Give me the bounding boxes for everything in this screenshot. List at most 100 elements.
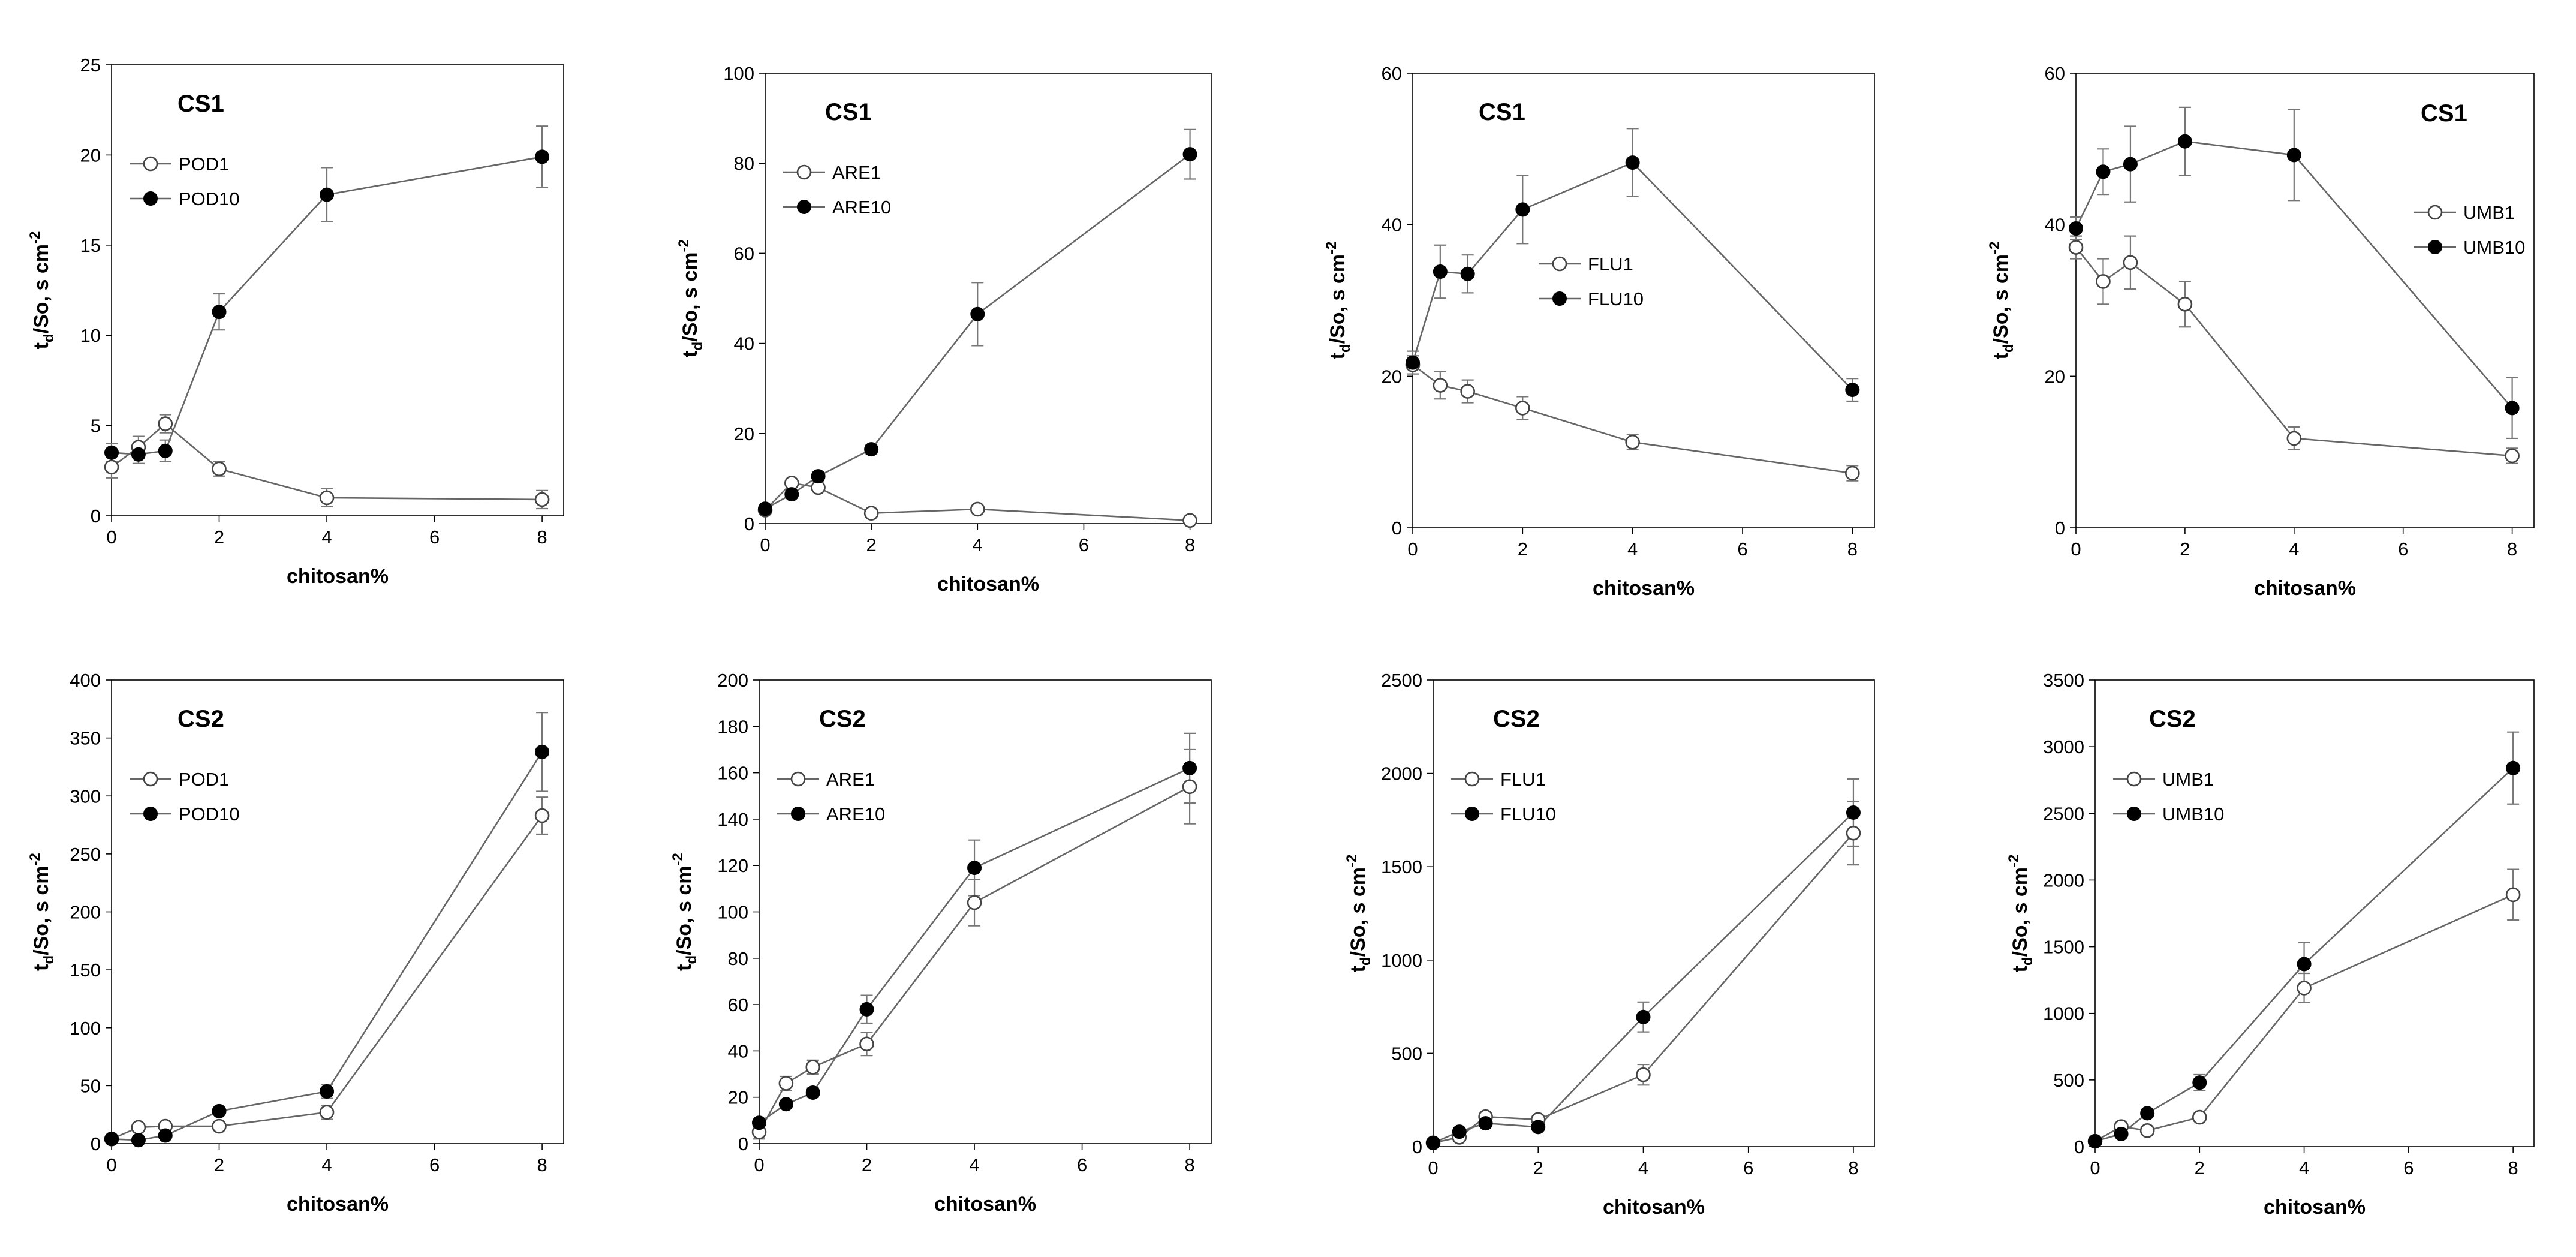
- data-point-FLU10: [1845, 383, 1860, 398]
- plot-frame: [2094, 679, 2535, 1147]
- y-tick-label: 350: [70, 728, 101, 749]
- legend-marker: [796, 164, 812, 180]
- y-axis-title: td/So, s cm-2: [27, 231, 57, 350]
- y-axis-title-rest: /So, s cm: [30, 244, 53, 333]
- x-tick-label: 2: [1518, 539, 1528, 560]
- data-point-ARE1: [970, 501, 985, 517]
- data-point-UMB1: [2286, 431, 2302, 446]
- data-point-UMB1: [2123, 255, 2138, 270]
- y-tick-label: 40: [2045, 215, 2065, 236]
- data-point-POD1: [131, 1120, 146, 1135]
- y-tick-label: 100: [70, 1018, 101, 1039]
- y-axis-title-rest: /So, s cm: [1326, 254, 1349, 344]
- legend-label-UMB1: UMB1: [2463, 202, 2515, 223]
- panel-title: CS1: [825, 99, 872, 125]
- x-tick-label: 4: [973, 534, 983, 555]
- x-tick-label: 8: [1185, 534, 1195, 555]
- plot-frame: [759, 679, 1212, 1144]
- series-line-ARE1: [758, 786, 1190, 1133]
- y-axis-title-rest: /So, s cm: [2009, 867, 2032, 957]
- y-tick-label: 500: [2053, 1070, 2084, 1091]
- legend-label-FLU1: FLU1: [1588, 254, 1633, 275]
- y-tick-label: 80: [734, 153, 754, 174]
- x-tick-label: 8: [1184, 1154, 1194, 1175]
- data-point-POD10: [320, 1084, 335, 1099]
- series-line-FLU10: [1433, 812, 1854, 1144]
- chart-panel-1: 0 2 4 6 8 0 5 10 15 20 25 chitosan% td/So, s cm-2 CS1…: [27, 55, 564, 588]
- chart-panel-6: 0 2 4 6 8020406080100120140160180200chitosan…: [670, 670, 1212, 1216]
- x-tick-label: 6: [1743, 1157, 1753, 1178]
- data-point-POD10: [104, 1132, 119, 1147]
- y-axis-title-sup: -2: [1344, 855, 1360, 867]
- x-tick-label: 4: [2299, 1157, 2309, 1178]
- data-point-POD10: [212, 305, 227, 320]
- y-tick-label: 40: [734, 333, 754, 354]
- data-point-UMB1: [2192, 1109, 2207, 1125]
- data-point-POD10: [212, 1103, 227, 1118]
- legend-label-FLU10: FLU10: [1588, 288, 1644, 309]
- data-point-POD10: [320, 187, 335, 202]
- data-point-POD1: [534, 808, 550, 823]
- data-point-UMB1: [2139, 1123, 2155, 1138]
- x-tick-label: 2: [866, 534, 877, 555]
- x-tick-label: 2: [2195, 1157, 2205, 1178]
- data-point-FLU1: [1433, 378, 1448, 393]
- chart-panel-4: 0 2 4 6 8 0 20 40 60 chitosan% td/So, s cm-2 CS1 UMB…: [1987, 63, 2535, 600]
- x-tick-label: 0: [106, 527, 116, 548]
- data-point-FLU10: [1515, 202, 1530, 217]
- data-point-FLU10: [1625, 155, 1640, 170]
- data-point-UMB10: [2177, 134, 2192, 149]
- data-point-POD1: [212, 461, 227, 477]
- y-tick-label: 150: [70, 960, 101, 981]
- x-tick-label: 6: [2403, 1157, 2414, 1178]
- plot-frame: [1433, 679, 1875, 1147]
- data-point-FLU10: [1433, 264, 1448, 279]
- y-tick-label: 20: [2045, 366, 2065, 387]
- y-tick-label: 40: [728, 1041, 748, 1061]
- data-point-UMB1: [2505, 887, 2521, 903]
- data-point-FLU10: [1406, 355, 1420, 370]
- data-point-UMB1: [2297, 981, 2312, 996]
- y-tick-label: 180: [717, 716, 748, 737]
- data-point-UMB10: [2140, 1106, 2155, 1121]
- y-axis-title-t: t: [1326, 353, 1349, 359]
- x-tick-label: 8: [1848, 1157, 1858, 1178]
- data-point-FLU10: [1478, 1116, 1493, 1131]
- data-point-FLU1: [1515, 401, 1530, 416]
- x-axis-title: chitosan%: [2254, 577, 2356, 600]
- legend-label-ARE10: ARE10: [826, 804, 885, 825]
- y-axis-title: td/So, s cm-2: [1323, 242, 1353, 360]
- legend-label-POD10: POD10: [179, 188, 240, 209]
- data-point-UMB1: [2096, 274, 2111, 289]
- legend-marker: [2428, 240, 2442, 254]
- data-point-ARE1: [967, 895, 982, 910]
- y-tick-label: 3500: [2043, 670, 2084, 691]
- plot-frame: [111, 64, 564, 516]
- y-axis-title-sub: d: [2000, 344, 2017, 353]
- chart-panel-3: 0 2 4 6 8 0 20 40 60 chitosan% td/So, s cm-2 CS1 FLU…: [1323, 63, 1875, 600]
- y-tick-label: 0: [1392, 518, 1402, 539]
- data-point-ARE10: [805, 1085, 820, 1100]
- y-axis-title-sub: d: [1337, 344, 1353, 353]
- y-tick-label: 140: [717, 809, 748, 830]
- y-axis-title-sup: -2: [1987, 242, 2003, 254]
- data-point-POD1: [104, 459, 119, 475]
- y-axis-title-t: t: [673, 964, 696, 970]
- x-tick-label: 2: [214, 527, 224, 548]
- y-axis-title-sub: d: [41, 955, 57, 964]
- y-tick-label: 0: [91, 1133, 101, 1154]
- data-point-FLU1: [1845, 465, 1860, 481]
- y-tick-label: 0: [1412, 1136, 1422, 1157]
- data-point-FLU1: [1846, 825, 1861, 841]
- y-tick-label: 400: [70, 670, 101, 691]
- y-tick-label: 0: [2074, 1136, 2084, 1157]
- x-tick-label: 8: [537, 1154, 547, 1175]
- x-tick-label: 6: [1077, 1154, 1087, 1175]
- data-point-UMB10: [2192, 1075, 2207, 1090]
- legend-label-UMB1: UMB1: [2162, 769, 2214, 790]
- panel-title: CS2: [2149, 706, 2196, 732]
- data-point-ARE10: [1182, 147, 1197, 162]
- x-tick-label: 0: [1407, 539, 1418, 560]
- data-point-UMB1: [2505, 448, 2520, 464]
- legend-marker: [143, 807, 158, 821]
